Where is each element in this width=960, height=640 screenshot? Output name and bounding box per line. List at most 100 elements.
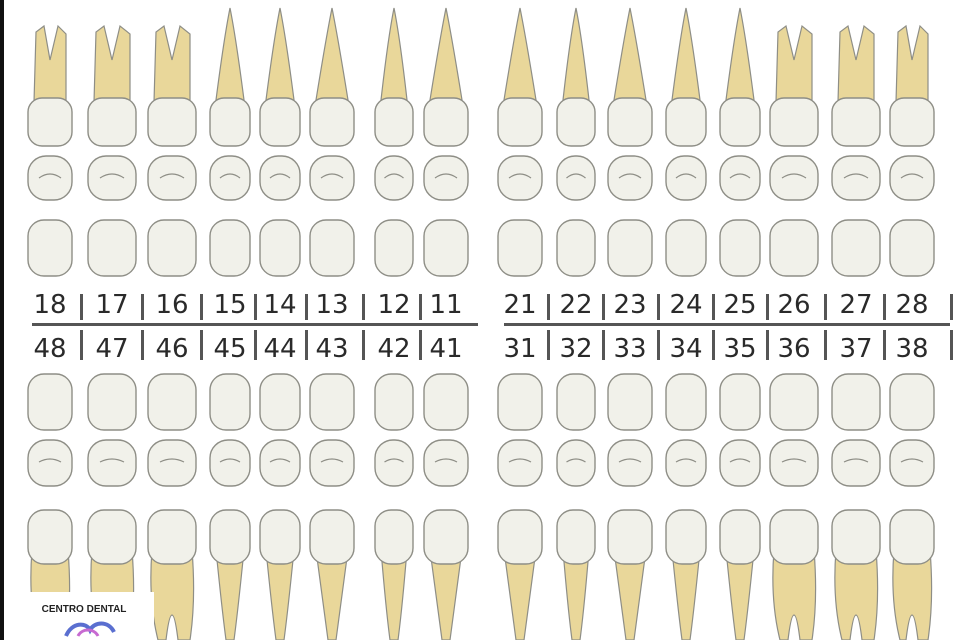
- tooth-37-root: [834, 549, 879, 640]
- number-separator: [883, 330, 886, 360]
- tooth-43-groove: [320, 458, 344, 463]
- tooth-21-lingual: [497, 219, 543, 277]
- tooth-number-upper: 13: [315, 290, 349, 320]
- tooth-44-occlusal: [259, 439, 301, 487]
- tooth-22-root: [562, 7, 590, 101]
- tooth-36-crown: [769, 509, 819, 565]
- tooth-31-root: [503, 549, 537, 640]
- midline-right: [32, 323, 478, 326]
- tooth-42-crown: [374, 509, 414, 565]
- tooth-18-lingual: [27, 219, 73, 277]
- tooth-number-lower: 45: [213, 334, 247, 364]
- tooth-number-upper: 18: [33, 290, 67, 320]
- tooth-17-crown: [87, 97, 137, 147]
- left-border: [0, 0, 4, 640]
- tooth-27-crown: [831, 97, 881, 147]
- tooth-21-crown: [497, 97, 543, 147]
- tooth-14-root: [265, 7, 295, 101]
- number-separator: [657, 330, 660, 360]
- tooth-38-occlusal: [889, 439, 935, 487]
- number-separator: [712, 294, 715, 320]
- tooth-42-root: [380, 549, 408, 640]
- tooth-22-occlusal: [556, 155, 596, 201]
- tooth-number-lower: 33: [613, 334, 647, 364]
- tooth-34-occlusal: [665, 439, 707, 487]
- tooth-17-lingual: [87, 219, 137, 277]
- tooth-17-root: [93, 24, 131, 103]
- number-separator: [254, 294, 257, 320]
- tooth-23-groove: [618, 173, 642, 179]
- tooth-24-root: [671, 7, 701, 101]
- tooth-number-upper: 24: [669, 290, 703, 320]
- tooth-23-lingual: [607, 219, 653, 277]
- number-separator: [766, 294, 769, 320]
- tooth-27-occlusal: [831, 155, 881, 201]
- tooth-number-upper: 12: [377, 290, 411, 320]
- tooth-47-groove: [99, 458, 125, 463]
- number-separator: [766, 330, 769, 360]
- tooth-38-groove: [900, 458, 924, 463]
- tooth-41-lingual: [423, 373, 469, 431]
- number-separator: [254, 330, 257, 360]
- tooth-27-groove: [843, 173, 869, 179]
- number-separator: [200, 330, 203, 360]
- tooth-25-groove: [729, 173, 751, 179]
- number-separator: [141, 330, 144, 360]
- tooth-number-lower: 46: [155, 334, 189, 364]
- tooth-13-groove: [320, 173, 344, 179]
- tooth-44-crown: [259, 509, 301, 565]
- tooth-11-groove: [434, 173, 458, 179]
- tooth-number-lower: 34: [669, 334, 703, 364]
- tooth-33-occlusal: [607, 439, 653, 487]
- number-separator: [602, 294, 605, 320]
- tooth-34-lingual: [665, 373, 707, 431]
- tooth-28-occlusal: [889, 155, 935, 201]
- tooth-12-root: [380, 7, 408, 101]
- tooth-16-crown: [147, 97, 197, 147]
- tooth-number-upper: 26: [777, 290, 811, 320]
- tooth-43-crown: [309, 509, 355, 565]
- tooth-24-occlusal: [665, 155, 707, 201]
- tooth-16-groove: [159, 173, 185, 179]
- tooth-number-upper: 23: [613, 290, 647, 320]
- tooth-45-groove: [219, 458, 241, 463]
- tooth-45-root: [215, 549, 245, 640]
- tooth-42-lingual: [374, 373, 414, 431]
- tooth-31-occlusal: [497, 439, 543, 487]
- tooth-number-upper: 14: [263, 290, 297, 320]
- number-separator: [824, 330, 827, 360]
- tooth-23-occlusal: [607, 155, 653, 201]
- tooth-33-groove: [618, 458, 642, 463]
- tooth-13-root: [315, 7, 349, 101]
- tooth-26-crown: [769, 97, 819, 147]
- tooth-24-crown: [665, 97, 707, 147]
- number-separator: [712, 330, 715, 360]
- tooth-36-root: [772, 549, 817, 640]
- tooth-25-crown: [719, 97, 761, 147]
- tooth-32-lingual: [556, 373, 596, 431]
- tooth-31-lingual: [497, 373, 543, 431]
- tooth-number-upper: 27: [839, 290, 873, 320]
- tooth-41-root: [429, 549, 463, 640]
- tooth-34-groove: [675, 458, 697, 463]
- tooth-25-root: [725, 7, 755, 101]
- tooth-25-lingual: [719, 219, 761, 277]
- number-separator: [547, 294, 550, 320]
- number-separator: [824, 294, 827, 320]
- tooth-number-upper: 17: [95, 290, 129, 320]
- number-separator: [547, 330, 550, 360]
- tooth-47-occlusal: [87, 439, 137, 487]
- tooth-number-lower: 41: [429, 334, 463, 364]
- tooth-28-groove: [900, 173, 924, 179]
- tooth-46-crown: [147, 509, 197, 565]
- tooth-18-groove: [38, 173, 62, 179]
- number-separator: [362, 330, 365, 360]
- tooth-14-crown: [259, 97, 301, 147]
- tooth-number-lower: 31: [503, 334, 537, 364]
- tooth-43-lingual: [309, 373, 355, 431]
- tooth-42-occlusal: [374, 439, 414, 487]
- tooth-37-groove: [843, 458, 869, 463]
- tooth-12-lingual: [374, 219, 414, 277]
- tooth-18-crown: [27, 97, 73, 147]
- tooth-16-lingual: [147, 219, 197, 277]
